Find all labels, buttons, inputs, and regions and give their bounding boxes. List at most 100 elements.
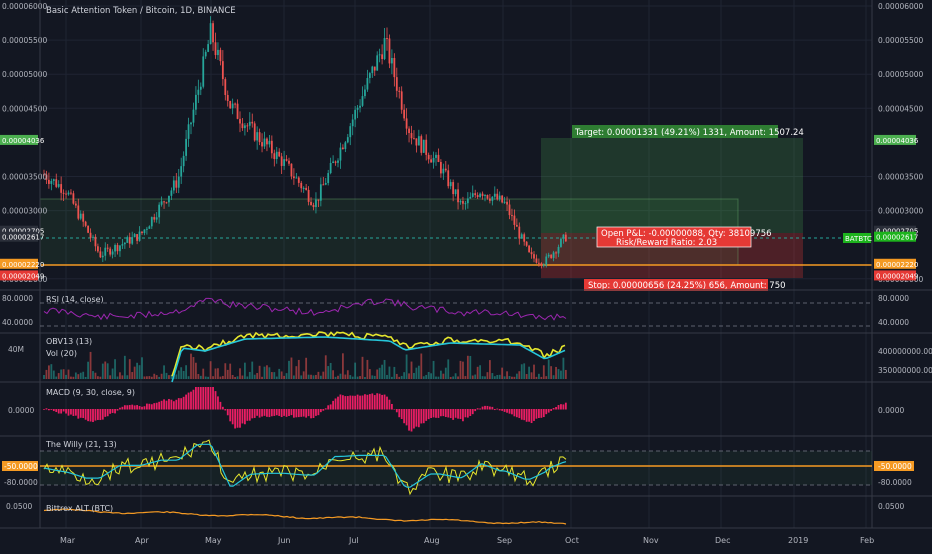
volume-bar [525,374,528,379]
macd-bar [48,409,50,411]
stop-label-box [584,279,768,291]
candle-body [74,203,77,206]
willy-pane[interactable]: The Willy (21, 13) -50.0000 -80.0000 -50… [2,439,914,496]
price-tick-right: 0.00003000 [878,207,924,216]
symbol-badge: BATBTC [845,235,872,243]
macd-bar [430,409,432,419]
volume-bar [332,370,334,379]
macd-bar [332,400,334,410]
macd-bar [261,409,263,417]
candle-body [261,142,263,147]
volume-bar [160,373,163,379]
rsi-right-tick-80: 80.0000 [878,294,909,303]
macd-bar [337,396,339,410]
obv-pane[interactable]: OBV13 (13) Vol (20) 40M 400000000.0000 3… [8,331,932,383]
macd-bar [484,405,486,410]
price-badge: 0.00004036 [2,137,45,145]
macd-bar [234,409,236,429]
macd-bar [442,409,445,417]
price-tick-right: 0.00003500 [878,172,924,181]
candle-body [386,38,388,40]
volume-bar [413,372,415,379]
price-tick-left: 0.00006000 [2,2,48,11]
candle-body [486,194,489,199]
volume-bar [520,364,523,379]
macd-bar [540,409,543,418]
time-label: May [205,536,222,545]
time-axis[interactable]: Mar Apr May Jun Jul Aug Sep Oct Nov Dec 2019 Feb [60,536,874,545]
candle-body [293,176,295,179]
alt-pane[interactable]: Bittrex ALT (BTC) 0.0500 0.0500 [6,502,904,525]
macd-pane[interactable]: MACD (9, 30, close, 9) 0.0000 0.0000 [8,387,904,432]
macd-bar [515,409,518,418]
candle-body [104,247,107,256]
macd-bar [425,409,428,421]
macd-bar [415,409,418,427]
candle-body [351,119,354,127]
macd-bar [150,404,153,410]
price-badges: 0.000040360.000027050.000026170.00002220… [0,134,919,281]
candle-body [457,189,459,203]
volume-bar [165,372,168,379]
macd-bar [229,409,232,422]
macd-bar [158,401,161,410]
volume-bar [226,369,229,379]
macd-bar [256,409,259,416]
candle-body [344,142,347,149]
candle-body [511,215,513,217]
candle-body [283,159,285,166]
macd-bar [251,409,254,419]
candle-body [185,138,187,156]
macd-bar [334,398,337,410]
volume-bar [94,372,97,379]
macd-bar [182,396,185,410]
candle-body [275,151,278,160]
candle-body [89,232,92,238]
macd-bar [99,409,102,421]
candle-body [253,123,256,141]
macd-bar [136,405,138,410]
candle-body [493,193,496,197]
macd-bar [503,409,506,412]
volume-bar [322,371,325,379]
volume-bar [111,368,114,379]
volume-bar [50,364,53,379]
candle-body [339,147,342,161]
candle-body [131,237,134,244]
candle-body [417,136,420,146]
macd-bar [498,409,501,411]
volume-bar [190,353,192,379]
candle-body [503,201,506,203]
volume-bar [498,374,501,379]
rsi-pane[interactable]: RSI (14, close) 80.0000 40.0000 80.0000 … [2,294,909,327]
macd-bar [275,409,278,416]
volume-bar [422,376,425,379]
volume-bar [555,366,557,379]
candle-body [248,121,251,126]
price-badge: 0.00004036 [876,137,919,145]
macd-bar [508,409,511,414]
volume-bar [231,374,234,379]
volume-bar [540,376,543,379]
candle-body [474,193,477,196]
macd-bar [199,387,202,410]
candle-body [393,57,396,78]
risk-reward-label: Risk/Reward Ratio: 2.03 [616,238,717,248]
candle-body [241,123,244,129]
volume-bar [545,376,548,379]
macd-bar [454,409,457,418]
willy-right-tick-80: -80.0000 [878,478,912,487]
volume-bar [351,376,354,379]
candle-body [307,189,310,202]
candle-body [383,38,386,60]
macd-bar [195,387,197,410]
volume-bar [207,376,210,379]
macd-right-tick: 0.0000 [878,406,904,415]
macd-bar [175,399,178,410]
macd-bar [474,409,477,412]
profit-zone[interactable] [541,138,803,233]
volume-bar [462,361,464,379]
volume-bar [248,371,251,379]
macd-bar [273,409,276,416]
